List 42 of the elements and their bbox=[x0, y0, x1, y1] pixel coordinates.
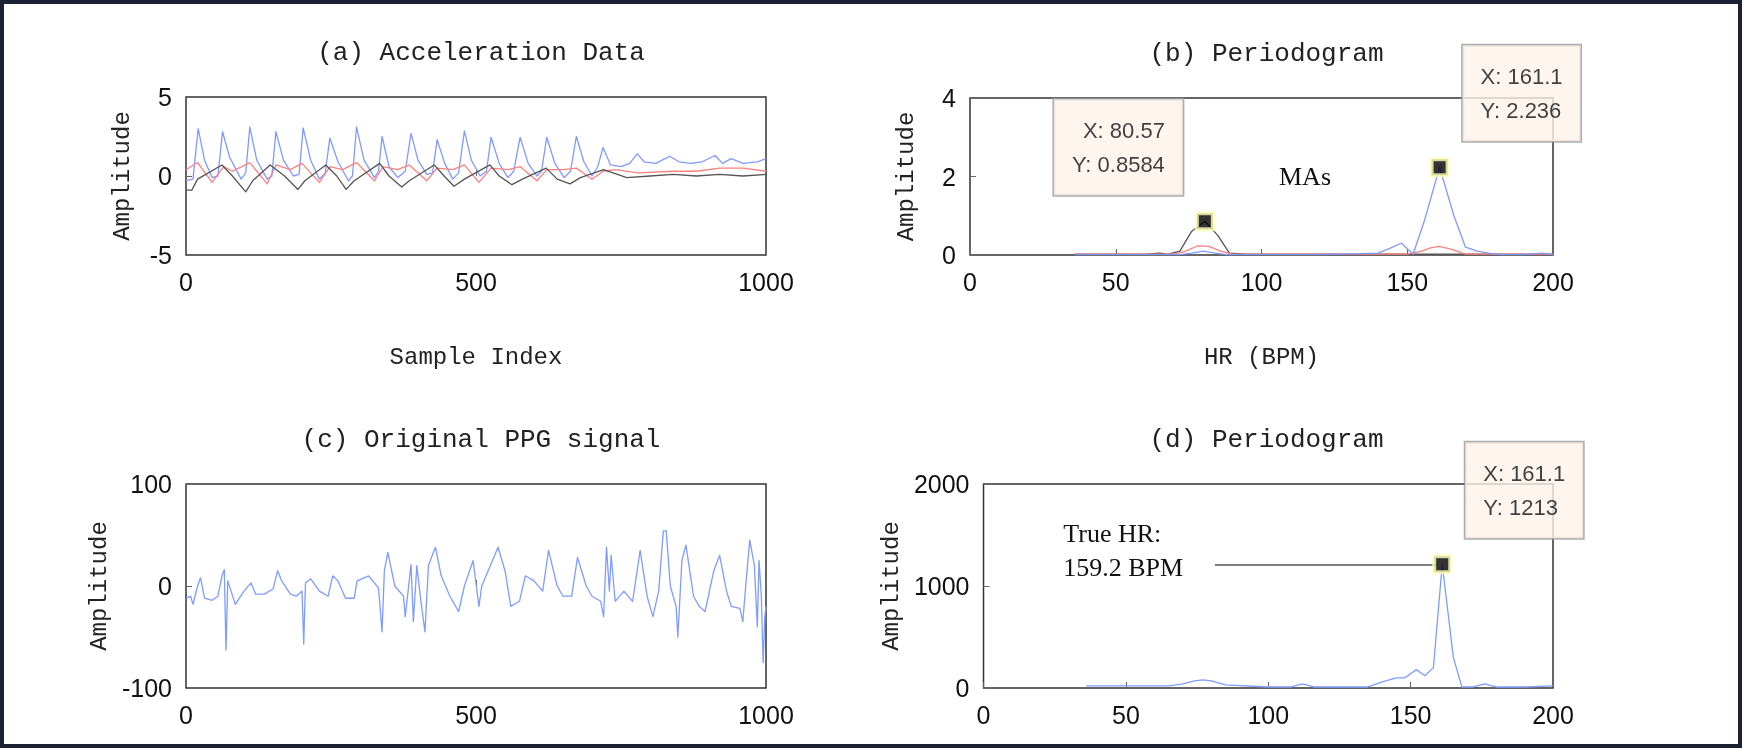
y-axis-title: Amplitude bbox=[85, 521, 113, 651]
y-tick-label: -100 bbox=[121, 674, 172, 702]
y-tick-label: 0 bbox=[158, 572, 172, 600]
x-tick-label: 0 bbox=[179, 267, 193, 296]
y-axis-title: Amplitude bbox=[108, 111, 136, 241]
chart-title: (c) Original PPG signal bbox=[301, 425, 661, 455]
y-tick-label: 2000 bbox=[913, 470, 970, 498]
y-tick-label: 0 bbox=[158, 162, 172, 190]
annotation: X: 161.1 Y: 2.236 bbox=[1480, 63, 1563, 123]
x-tick-label: 100 bbox=[1240, 267, 1283, 296]
y-tick-label: 0 bbox=[955, 674, 970, 702]
x-tick-label: 1000 bbox=[738, 267, 794, 296]
annotation: X: 161.1 Y: 1213 bbox=[1483, 460, 1566, 520]
x-tick-label: 100 bbox=[1247, 700, 1290, 729]
x-tick-label: 50 bbox=[1111, 700, 1140, 729]
chart-title: (b) Periodogram bbox=[1149, 39, 1384, 69]
y-tick-label: 1000 bbox=[913, 572, 970, 600]
y-tick-label: 5 bbox=[158, 83, 172, 111]
y-axis-title: Amplitude bbox=[877, 521, 905, 651]
annotation: True HR: 159.2 BPM bbox=[1063, 519, 1184, 583]
x-axis-title: Sample Index bbox=[389, 343, 563, 371]
x-tick-label: 1000 bbox=[738, 700, 794, 729]
y-tick-label: 4 bbox=[942, 84, 957, 112]
y-tick-label: 2 bbox=[942, 162, 956, 191]
x-tick-label: 50 bbox=[1101, 267, 1130, 296]
y-tick-label: 100 bbox=[130, 470, 172, 498]
chart-title: (d) Periodogram bbox=[1149, 425, 1384, 455]
x-tick-label: 500 bbox=[455, 700, 497, 729]
annotation: MAs bbox=[1278, 162, 1332, 192]
x-tick-label: 500 bbox=[455, 267, 497, 296]
annotation: X: 80.57 Y: 0.8584 bbox=[1071, 117, 1165, 177]
x-tick-label: 200 bbox=[1532, 267, 1574, 296]
y-axis-title: Amplitude bbox=[892, 111, 920, 242]
y-tick-label: 0 bbox=[942, 241, 956, 269]
x-tick-label: 150 bbox=[1386, 267, 1429, 296]
x-axis-title: HR (BPM) bbox=[1203, 343, 1320, 371]
x-tick-label: 0 bbox=[976, 700, 991, 729]
x-tick-label: 200 bbox=[1532, 700, 1574, 729]
x-tick-label: 0 bbox=[179, 700, 193, 729]
x-tick-label: 150 bbox=[1389, 700, 1432, 729]
y-tick-label: -5 bbox=[149, 241, 172, 269]
chart-title: (a) Acceleration Data bbox=[317, 38, 645, 68]
